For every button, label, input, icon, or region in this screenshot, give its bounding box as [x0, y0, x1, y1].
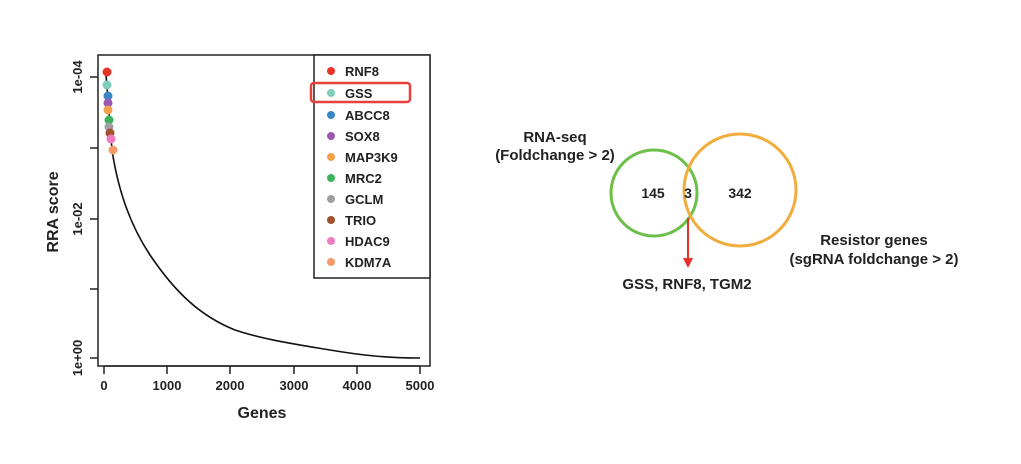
- point-abcc8: [103, 91, 113, 101]
- legend-gclm: GCLM: [345, 192, 383, 207]
- highlighted-points: [102, 67, 118, 155]
- overlap-count: 3: [684, 185, 692, 201]
- legend-mrc2: MRC2: [345, 171, 382, 186]
- point-gss: [102, 80, 112, 90]
- x-tick-2000: 2000: [216, 378, 245, 393]
- venn-diagram: RNA-seq (Foldchange > 2) 145 3 342 GSS, …: [495, 129, 958, 293]
- resistor-genes-circle: [682, 132, 798, 248]
- y-axis-label: RRA score: [45, 171, 62, 252]
- legend-hdac9: HDAC9: [345, 234, 390, 249]
- y-tick-1e-04: 1e-04: [70, 60, 85, 94]
- legend-gss: GSS: [345, 86, 373, 101]
- gss-highlight-box: [309, 81, 412, 104]
- legend-abcc8: ABCC8: [345, 108, 390, 123]
- x-tick-1000: 1000: [153, 378, 182, 393]
- point-map3k9: [103, 105, 113, 115]
- arrow-head-icon: [683, 258, 693, 268]
- x-axis-label: Genes: [238, 405, 287, 422]
- rra-rank-plot: 1e-04 1e-02 1e+00 RRA score 0 1000 2000 …: [45, 54, 435, 422]
- set2-title: Resistor genes: [820, 232, 928, 249]
- point-sox8: [103, 98, 113, 108]
- point-rnf8: [102, 67, 112, 77]
- point-hdac9: [106, 134, 116, 144]
- legend-rnf8: RNF8: [345, 64, 379, 79]
- x-axis: [103, 365, 421, 374]
- x-tick-4000: 4000: [343, 378, 372, 393]
- set1-title: RNA-seq: [523, 129, 586, 146]
- x-tick-3000: 3000: [280, 378, 309, 393]
- legend-sox8: SOX8: [345, 129, 380, 144]
- y-tick-1e-02: 1e-02: [70, 202, 85, 235]
- x-tick-0: 0: [100, 378, 107, 393]
- rna-seq-circle: [609, 148, 699, 238]
- set1-only-count: 145: [641, 185, 665, 201]
- legend: RNF8 GSS ABCC8 SOX8 MAP3K9 MRC2 GCLM TRI…: [309, 54, 431, 279]
- rra-curve: [105, 74, 421, 359]
- point-kdm7a: [108, 145, 118, 155]
- y-tick-1e+00: 1e+00: [70, 340, 85, 377]
- overlap-genes: GSS, RNF8, TGM2: [622, 276, 751, 293]
- set1-subtitle: (Foldchange > 2): [495, 147, 615, 164]
- y-axis: [90, 76, 98, 359]
- legend-kdm7a: KDM7A: [345, 255, 392, 270]
- legend-trio: TRIO: [345, 213, 376, 228]
- set2-only-count: 342: [728, 185, 752, 201]
- point-mrc2: [104, 115, 114, 125]
- x-tick-5000: 5000: [406, 378, 435, 393]
- set2-subtitle: (sgRNA foldchange > 2): [789, 251, 958, 268]
- legend-map3k9: MAP3K9: [345, 150, 398, 165]
